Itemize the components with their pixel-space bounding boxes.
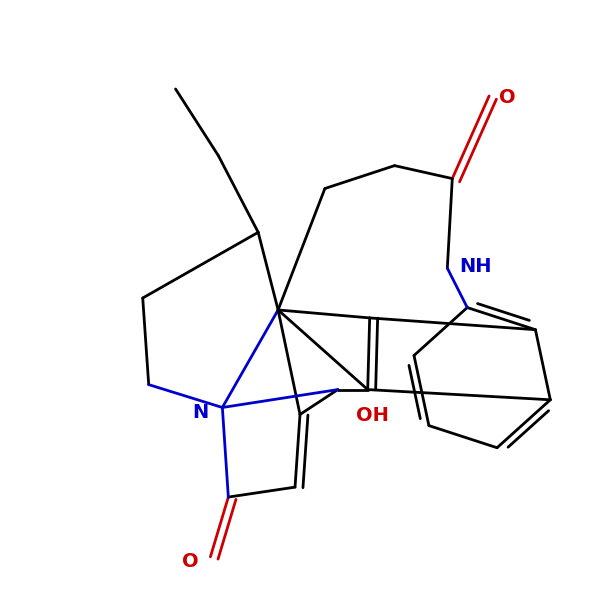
- Text: O: O: [499, 88, 515, 107]
- Text: NH: NH: [459, 257, 491, 275]
- Text: N: N: [193, 403, 209, 422]
- Text: O: O: [182, 552, 199, 571]
- Text: OH: OH: [356, 406, 389, 425]
